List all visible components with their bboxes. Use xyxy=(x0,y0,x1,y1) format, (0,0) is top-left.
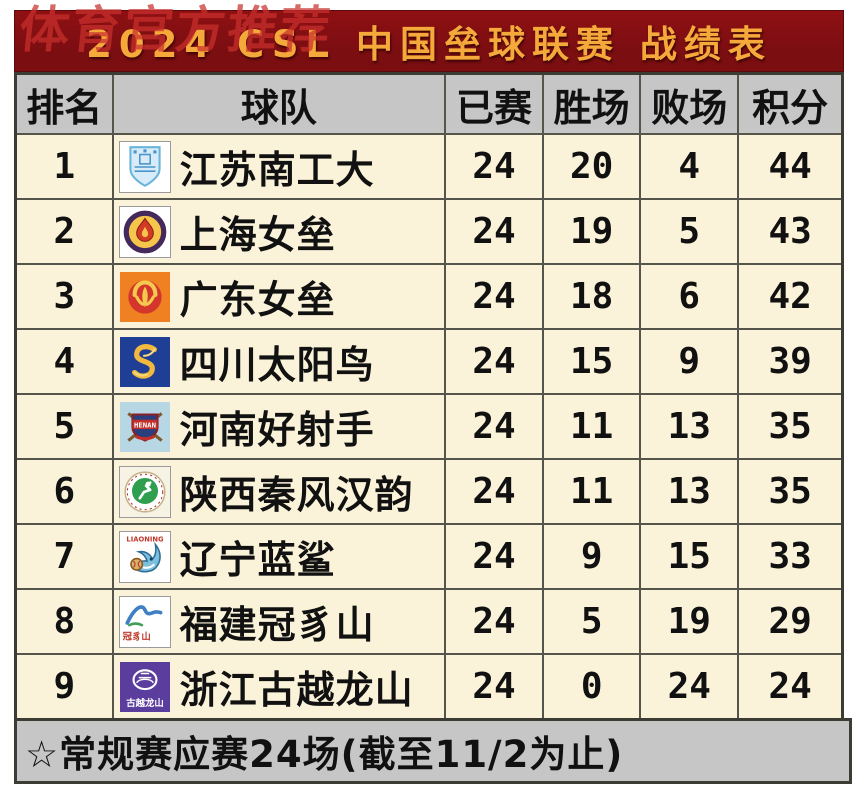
column-header-team: 球队 xyxy=(111,72,447,135)
losses-value: 13 xyxy=(639,458,740,525)
team-cell: LIAONING 辽宁蓝鲨 xyxy=(111,523,447,590)
team-name: 陕西秦风汉韵 xyxy=(179,473,414,517)
rank-value: 5 xyxy=(14,393,114,460)
zhejiang-guyue-logo: 古越龙山 xyxy=(119,661,170,712)
henan-shield-logo: HENAN xyxy=(119,401,170,452)
table-row: 6 陕西秦风汉韵 24 11 xyxy=(14,458,844,525)
wins-value: 11 xyxy=(542,458,642,525)
liaoning-shark-logo: LIAONING xyxy=(118,530,171,583)
table-row: 4 四川太阳鸟 24 15 9 39 xyxy=(14,328,844,395)
points-value: 33 xyxy=(737,523,844,590)
played-value: 24 xyxy=(443,458,545,525)
team-cell: 江苏南工大 xyxy=(111,133,447,200)
team-name: 辽宁蓝鲨 xyxy=(179,538,336,582)
fujian-mountain-logo: 冠豸山 xyxy=(118,595,171,648)
rank-value: 8 xyxy=(14,588,114,655)
played-value: 24 xyxy=(443,653,545,721)
points-value: 39 xyxy=(737,328,844,395)
team-cell: 陕西秦风汉韵 xyxy=(111,458,447,525)
team-name: 广东女垒 xyxy=(179,278,336,322)
column-header-points: 积分 xyxy=(737,72,844,135)
team-cell: 广东女垒 xyxy=(111,263,447,330)
played-value: 24 xyxy=(443,263,545,330)
team-name: 四川太阳鸟 xyxy=(179,343,375,387)
team-name: 福建冠豸山 xyxy=(179,603,375,647)
points-value: 29 xyxy=(737,588,844,655)
team-name: 江苏南工大 xyxy=(179,148,375,192)
wins-value: 15 xyxy=(542,328,642,395)
rank-value: 3 xyxy=(14,263,114,330)
played-value: 24 xyxy=(443,523,545,590)
standings-table: 排名 球队 已赛 胜场 败场 积分 1 xyxy=(14,72,844,721)
losses-value: 19 xyxy=(639,588,740,655)
wins-value: 9 xyxy=(542,523,642,590)
losses-value: 24 xyxy=(639,653,740,721)
liaoning-logo-text: LIAONING xyxy=(126,535,164,543)
henan-logo-text: HENAN xyxy=(134,420,156,429)
page-title: 2024 CSL 中国垒球联赛 战绩表 xyxy=(86,23,772,66)
played-value: 24 xyxy=(443,393,545,460)
table-row: 1 江苏南工大 24 20 xyxy=(14,133,844,200)
played-value: 24 xyxy=(443,328,545,395)
column-header-played: 已赛 xyxy=(443,72,545,135)
played-value: 24 xyxy=(443,133,545,200)
team-name: 浙江古越龙山 xyxy=(179,668,414,712)
team-cell: 四川太阳鸟 xyxy=(111,328,447,395)
losses-value: 9 xyxy=(639,328,740,395)
rank-value: 2 xyxy=(14,198,114,265)
rank-value: 1 xyxy=(14,133,114,200)
table-row: 8 冠豸山 福建冠豸山 24 5 19 29 xyxy=(14,588,844,655)
played-value: 24 xyxy=(443,588,545,655)
losses-value: 6 xyxy=(639,263,740,330)
table-row: 2 上海女垒 24 19 5 43 xyxy=(14,198,844,265)
team-name: 上海女垒 xyxy=(179,213,336,257)
losses-value: 5 xyxy=(639,198,740,265)
team-cell: 上海女垒 xyxy=(111,198,447,265)
points-value: 35 xyxy=(737,458,844,525)
fujian-logo-text: 冠豸山 xyxy=(122,630,150,642)
rank-value: 4 xyxy=(14,328,114,395)
played-value: 24 xyxy=(443,198,545,265)
table-row: 5 HENAN 河南好射手 24 xyxy=(14,393,844,460)
table-row: 9 古越龙山 浙江古越龙山 24 0 24 24 xyxy=(14,653,844,721)
table-row: 7 LIAONING 辽宁蓝鲨 xyxy=(14,523,844,590)
losses-value: 13 xyxy=(639,393,740,460)
team-cell: HENAN 河南好射手 xyxy=(111,393,447,460)
points-value: 44 xyxy=(737,133,844,200)
table-row: 3 广东女垒 24 18 6 xyxy=(14,263,844,330)
wins-value: 0 xyxy=(542,653,642,721)
table-header-row: 排名 球队 已赛 胜场 败场 积分 xyxy=(14,72,844,135)
points-value: 24 xyxy=(737,653,844,721)
wins-value: 5 xyxy=(542,588,642,655)
losses-value: 4 xyxy=(639,133,740,200)
points-value: 35 xyxy=(737,393,844,460)
wins-value: 18 xyxy=(542,263,642,330)
title-bar: 2024 CSL 中国垒球联赛 战绩表 xyxy=(14,10,844,72)
wins-value: 11 xyxy=(542,393,642,460)
team-cell: 冠豸山 福建冠豸山 xyxy=(111,588,447,655)
losses-value: 15 xyxy=(639,523,740,590)
shaanxi-circle-logo xyxy=(118,465,171,518)
column-header-losses: 败场 xyxy=(639,72,740,135)
column-header-rank: 排名 xyxy=(14,72,114,135)
rank-value: 7 xyxy=(14,523,114,590)
rank-value: 6 xyxy=(14,458,114,525)
team-cell: 古越龙山 浙江古越龙山 xyxy=(111,653,447,721)
sichuan-sunbird-logo xyxy=(119,336,170,387)
footer-note: ☆常规赛应赛24场(截至11/2为止) xyxy=(14,718,852,784)
jiangsu-shield-logo xyxy=(118,140,171,193)
points-value: 43 xyxy=(737,198,844,265)
rank-value: 9 xyxy=(14,653,114,721)
wins-value: 20 xyxy=(542,133,642,200)
shanghai-flame-logo xyxy=(118,205,171,258)
wins-value: 19 xyxy=(542,198,642,265)
points-value: 42 xyxy=(737,263,844,330)
column-header-wins: 胜场 xyxy=(542,72,642,135)
guangdong-ram-logo xyxy=(119,271,170,322)
zhejiang-logo-text: 古越龙山 xyxy=(126,696,163,708)
team-name: 河南好射手 xyxy=(179,408,375,452)
